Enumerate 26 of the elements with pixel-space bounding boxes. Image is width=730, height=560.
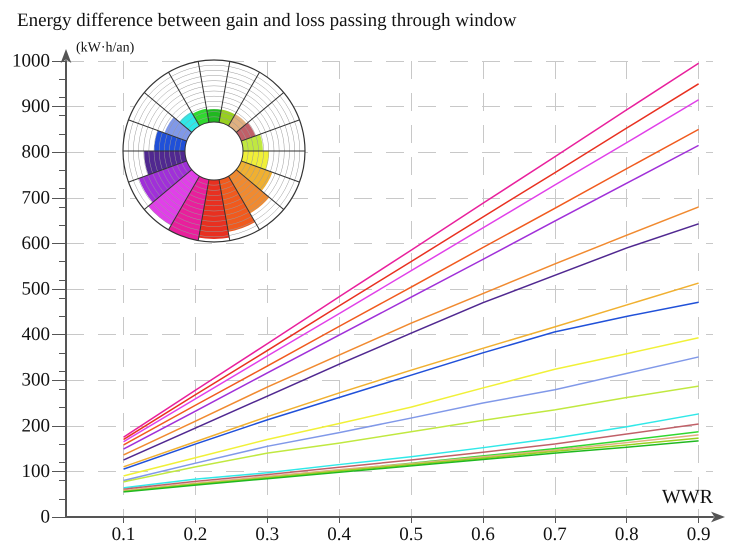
x-tick-label: 0.9 [686,524,710,545]
y-tick-label: 1000 [12,50,50,72]
y-tick-label: 400 [22,324,50,346]
x-tick-label: 0.1 [112,524,136,545]
x-tick-label: 0.8 [614,524,639,545]
x-tick-label: 0.7 [542,524,567,545]
y-axis-title: (kW·h/an) [76,40,135,56]
x-tick-label: 0.4 [327,524,352,545]
line-series [122,337,700,477]
x-tick-label: 0.3 [255,524,280,545]
y-tick-label: 800 [22,142,50,163]
y-tick-label: 300 [22,370,50,391]
y-tick-label: 200 [22,415,50,436]
line-series [122,356,700,482]
line-series [122,385,700,483]
x-tick-label: 0.6 [471,524,495,545]
y-tick-label: 700 [22,187,50,208]
x-tick-label: 0.2 [184,524,208,545]
x-axis-title: WWR [662,486,714,508]
y-tick-label: 0 [40,506,50,528]
chart-title: Energy difference between gain and loss passing through window [17,10,517,31]
y-tick-label: 900 [22,96,50,118]
y-tick-label: 600 [22,232,50,254]
y-tick-label: 500 [22,278,50,300]
y-tick-label: 100 [22,460,50,482]
x-tick-label: 0.5 [399,524,423,545]
